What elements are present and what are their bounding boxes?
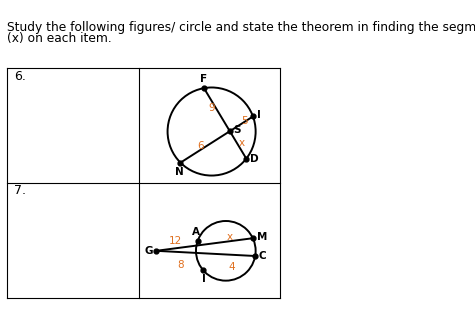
Text: D: D (250, 154, 259, 164)
Text: 5: 5 (241, 116, 248, 126)
Text: x: x (238, 139, 245, 148)
Text: N: N (175, 167, 183, 177)
Text: A: A (192, 227, 200, 237)
Text: Study the following figures/ circle and state the theorem in finding the segment: Study the following figures/ circle and … (7, 21, 475, 34)
Text: 8: 8 (178, 260, 184, 270)
Text: 6: 6 (198, 140, 204, 151)
Text: C: C (259, 251, 266, 261)
Text: 6.: 6. (14, 70, 26, 83)
Text: F: F (200, 74, 208, 84)
Text: x: x (227, 232, 233, 242)
Text: 12: 12 (169, 236, 182, 246)
Text: 9: 9 (209, 103, 215, 113)
Text: M: M (256, 232, 267, 243)
Text: I: I (201, 274, 206, 284)
Text: (x) on each item.: (x) on each item. (7, 32, 112, 45)
Text: G: G (144, 246, 152, 256)
Text: 7.: 7. (14, 184, 26, 197)
Text: 4: 4 (228, 262, 235, 272)
Text: S: S (233, 125, 240, 135)
Text: I: I (257, 110, 261, 120)
